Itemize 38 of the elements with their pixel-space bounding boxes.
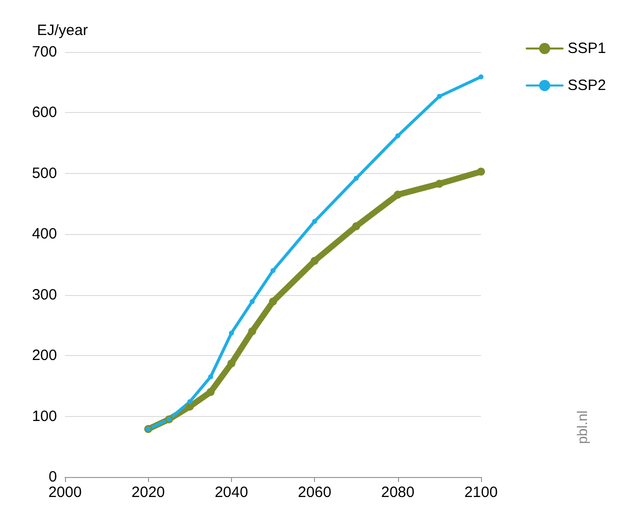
y-tick-label: 700 <box>32 44 57 60</box>
point <box>312 218 318 224</box>
point <box>208 374 214 380</box>
point <box>354 176 359 181</box>
y-tick-label: 0 <box>48 468 57 486</box>
point <box>187 399 192 404</box>
point <box>227 359 236 368</box>
point <box>394 190 402 199</box>
legend-label: SSP1 <box>568 40 606 57</box>
point <box>269 298 277 306</box>
legend-label: SSP2 <box>568 77 606 94</box>
y-tick-label: 300 <box>32 286 57 304</box>
y-tick-label: 500 <box>32 164 57 182</box>
x-tick-label: 2080 <box>381 484 414 501</box>
point <box>250 299 255 304</box>
y-tick-label: 400 <box>32 226 57 243</box>
point <box>436 94 442 99</box>
y-tick-label: 600 <box>32 104 57 122</box>
point <box>478 74 484 80</box>
text: pbl.nl <box>574 410 590 444</box>
x-tick-label: 2040 <box>214 484 248 501</box>
point <box>395 133 400 138</box>
point <box>206 388 215 396</box>
x-tick-label: 2100 <box>464 484 498 501</box>
x-tick-label: 2020 <box>132 484 165 501</box>
point <box>248 327 256 336</box>
y-axis-title: EJ/year <box>37 22 88 39</box>
point <box>352 222 360 230</box>
point <box>270 268 276 274</box>
y-tick-label: 200 <box>32 347 57 364</box>
y-tick-label: 100 <box>32 408 57 425</box>
x-tick-label: 2000 <box>48 484 82 501</box>
point <box>228 330 234 336</box>
point <box>310 256 319 265</box>
point <box>186 402 194 411</box>
point <box>435 180 444 188</box>
point <box>477 168 485 176</box>
x-tick-label: 2060 <box>298 484 332 501</box>
